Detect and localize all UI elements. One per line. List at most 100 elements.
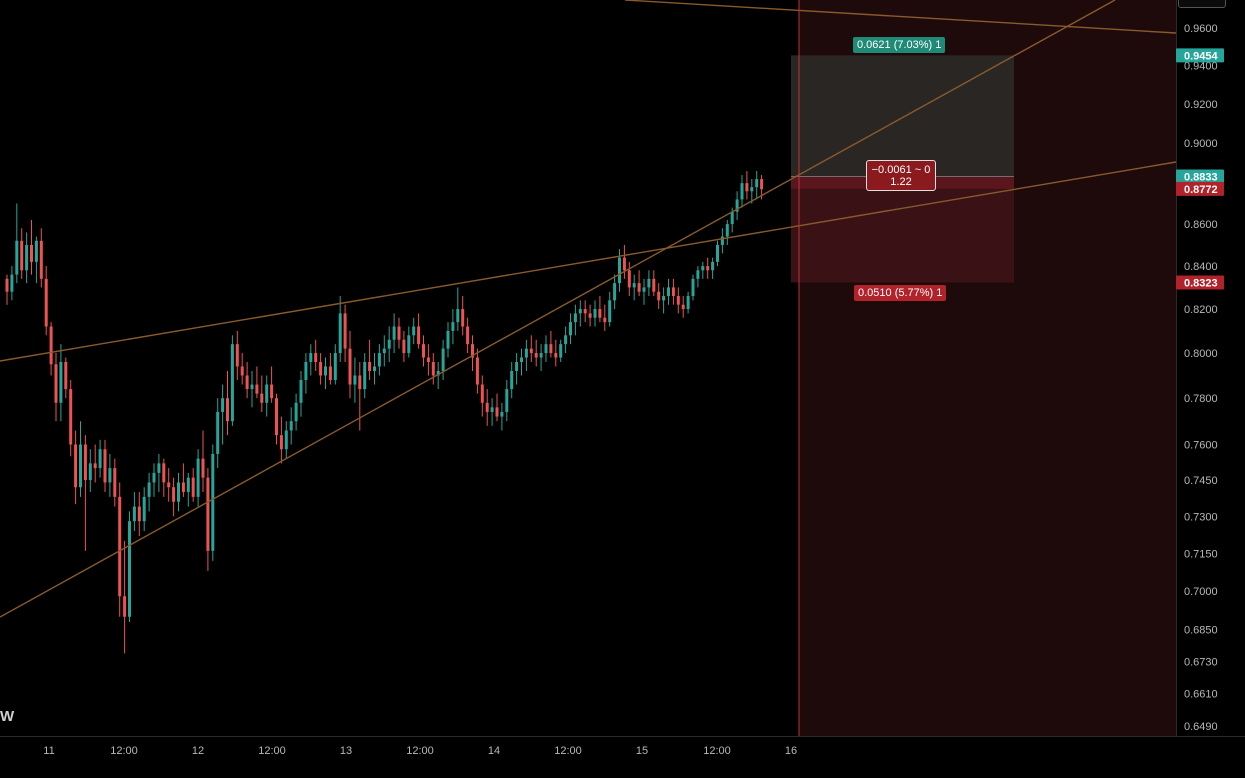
candle-body (745, 183, 749, 192)
candle-body (510, 370, 514, 390)
candle-body (407, 335, 411, 354)
candle-body (363, 361, 367, 390)
candle-body (186, 477, 190, 493)
ratio-label: 1.22 (890, 176, 912, 188)
candle-body (314, 353, 318, 362)
trendline-rising (0, 0, 1116, 618)
candle-body (270, 384, 274, 399)
loss-zone (791, 176, 1014, 283)
price-badge (1176, 275, 1224, 290)
candle-body (49, 326, 53, 365)
candle-body (289, 421, 293, 431)
candle-body (328, 366, 332, 381)
candle-body (343, 313, 347, 349)
candle-body (559, 344, 563, 358)
candle-body (118, 496, 122, 597)
candle-body (74, 444, 78, 488)
x-tick-label: 12 (192, 745, 204, 757)
y-tick-label: 0.6850 (1184, 625, 1218, 637)
candle-body (422, 344, 425, 358)
candle-body (128, 521, 131, 617)
y-tick-label: 0.9000 (1184, 138, 1218, 150)
candle-body (544, 344, 548, 354)
candle-body (730, 211, 734, 225)
candle-body (549, 344, 553, 354)
y-tick-label: 0.9400 (1184, 61, 1218, 73)
candle-body (471, 344, 474, 358)
x-tick-label: 15 (636, 745, 648, 757)
corner-button[interactable] (1178, 0, 1226, 8)
candle-body (221, 398, 225, 412)
candle-body (113, 468, 117, 497)
candle-body (196, 458, 200, 497)
candle-body (93, 463, 97, 469)
price-badge-label: 0.8323 (1184, 277, 1218, 289)
candle-body (436, 370, 440, 376)
candle-body (451, 322, 455, 331)
candle-body (255, 384, 259, 394)
price-badge-label: 0.9454 (1184, 50, 1219, 62)
candle-body (603, 317, 607, 323)
target-label[interactable]: 0.0621 (7.03%) 1 (853, 37, 946, 53)
y-tick-label: 0.8600 (1184, 219, 1218, 231)
candle-body (240, 366, 244, 376)
candle-body (500, 411, 504, 417)
candle-body (275, 398, 278, 436)
position-pnl-box[interactable]: −0.0061 ~ 0 1.22 (866, 160, 936, 191)
candle-body (583, 309, 587, 314)
candle-body (696, 270, 700, 279)
y-tick-label: 0.7000 (1184, 586, 1218, 598)
candle-body (338, 313, 342, 354)
candle-body (20, 240, 24, 271)
candle-body (54, 364, 58, 403)
candle-body (593, 309, 597, 318)
candle-body (245, 375, 249, 390)
candle-body (172, 487, 176, 502)
x-tick-label: 16 (785, 745, 797, 757)
candle-body (309, 353, 313, 362)
candle-body (30, 244, 33, 262)
candle-body (667, 287, 670, 297)
candle-body (34, 240, 38, 262)
candle-body (333, 353, 337, 381)
stop-label[interactable]: 0.0510 (5.77%) 1 (854, 285, 947, 301)
candle-body (539, 353, 543, 358)
candle-body (10, 274, 14, 292)
candle-body (578, 309, 582, 314)
candle-body (716, 244, 719, 262)
candle-body (618, 257, 621, 284)
price-badge-label: 0.8772 (1184, 184, 1218, 196)
candle-body (642, 287, 646, 292)
y-tick-label: 0.9600 (1184, 23, 1218, 35)
candle-body (64, 361, 68, 390)
candle-body (681, 304, 685, 310)
candle-body (88, 463, 92, 481)
x-tick-label: 13 (340, 745, 352, 757)
y-tick-label: 0.6610 (1184, 688, 1218, 700)
pnl-label: −0.0061 ~ 0 (871, 164, 931, 176)
candle-body (147, 482, 151, 497)
x-tick-label: 12:00 (554, 745, 582, 757)
y-tick-label: 0.8200 (1184, 304, 1218, 316)
y-tick-label: 0.7450 (1184, 475, 1218, 487)
candle-body (740, 183, 744, 200)
candle-body (235, 344, 239, 367)
candle-body (387, 339, 391, 349)
candle-body (284, 430, 288, 450)
candle-body (475, 357, 479, 385)
candle-body (627, 270, 631, 288)
candle-body (657, 291, 661, 301)
candle-body (294, 402, 298, 422)
candle-body (720, 236, 724, 245)
candle-body (79, 444, 82, 488)
candle-body (588, 313, 592, 318)
candle-body (426, 357, 430, 362)
candle-body (573, 313, 577, 323)
candle-body (304, 361, 308, 381)
candle-body (226, 398, 229, 422)
candle-body (529, 348, 533, 354)
candle-body (157, 463, 161, 473)
candle-body (162, 463, 166, 483)
